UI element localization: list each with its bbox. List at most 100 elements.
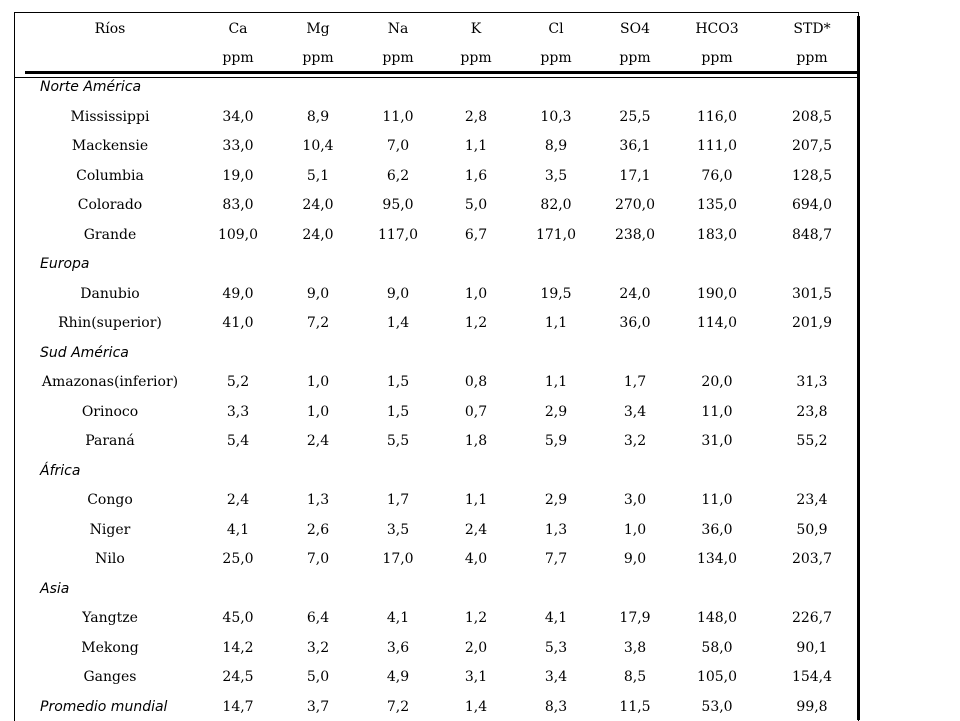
table-cell: 3,0 <box>623 492 647 508</box>
table-cell: 5,9 <box>544 433 568 449</box>
table-cell: 2,4 <box>226 492 250 508</box>
column-header: STD* <box>793 21 831 37</box>
column-header: Ríos <box>94 21 126 37</box>
table-cell: 24,5 <box>222 669 254 685</box>
table-cell: 2,0 <box>464 640 488 656</box>
table-cell: 25,0 <box>222 551 254 567</box>
table-cell: 1,8 <box>464 433 488 449</box>
table-cell: 1,1 <box>464 492 488 508</box>
table-cell: 36,1 <box>619 138 651 154</box>
table-cell: 5,0 <box>464 197 488 213</box>
table-cell: 4,9 <box>386 669 410 685</box>
river-name: Grande <box>83 227 137 243</box>
table-cell: 99,8 <box>796 699 828 715</box>
table-cell: 95,0 <box>382 197 414 213</box>
river-name: Mackensie <box>71 138 149 154</box>
table-cell: 1,4 <box>386 315 410 331</box>
river-name: Yangtze <box>82 610 138 626</box>
table-cell: 11,0 <box>701 404 733 420</box>
table-cell: 24,0 <box>619 286 651 302</box>
table-cell: 53,0 <box>701 699 733 715</box>
table-cell: 19,5 <box>540 286 572 302</box>
table-cell: 24,0 <box>302 227 334 243</box>
table-cell: 10,4 <box>302 138 334 154</box>
table-cell: 3,5 <box>544 168 568 184</box>
region-label: Europa <box>40 256 90 272</box>
table-cell: 201,9 <box>791 315 833 331</box>
river-name: Mekong <box>81 640 139 656</box>
table-cell: 226,7 <box>791 610 833 626</box>
river-name: Congo <box>87 492 133 508</box>
table-cell: 2,9 <box>544 404 568 420</box>
table-cell: 0,7 <box>464 404 488 420</box>
column-unit: ppm <box>222 50 254 66</box>
table-cell: 36,0 <box>701 522 733 538</box>
table-cell: 1,7 <box>623 374 647 390</box>
table-cell: 4,1 <box>544 610 568 626</box>
table-cell: 1,1 <box>464 138 488 154</box>
table-cell: 45,0 <box>222 610 254 626</box>
table-cell: 3,4 <box>623 404 647 420</box>
river-name: Amazonas(inferior) <box>41 374 179 390</box>
table-cell: 1,6 <box>464 168 488 184</box>
table-cell: 3,6 <box>386 640 410 656</box>
table-cell: 154,4 <box>791 669 833 685</box>
river-name: Paraná <box>85 433 135 449</box>
table-cell: 17,9 <box>619 610 651 626</box>
table-cell: 1,0 <box>464 286 488 302</box>
column-header: Na <box>387 21 409 37</box>
table-cell: 2,4 <box>464 522 488 538</box>
table-cell: 20,0 <box>701 374 733 390</box>
column-header: Ca <box>228 21 248 37</box>
river-name: Rhin(superior) <box>58 315 162 331</box>
table-cell: 2,4 <box>306 433 330 449</box>
column-unit: ppm <box>796 50 828 66</box>
table-cell: 1,1 <box>544 315 568 331</box>
table-cell: 171,0 <box>535 227 577 243</box>
table-cell: 5,1 <box>306 168 330 184</box>
table-cell: 3,7 <box>306 699 330 715</box>
table-shadow <box>857 16 860 720</box>
table-cell: 1,5 <box>386 404 410 420</box>
table-cell: 17,1 <box>619 168 651 184</box>
table-cell: 4,0 <box>464 551 488 567</box>
table-cell: 1,1 <box>544 374 568 390</box>
table-cell: 105,0 <box>696 669 738 685</box>
header-divider <box>14 77 858 78</box>
table-cell: 5,2 <box>226 374 250 390</box>
table-cell: 5,4 <box>226 433 250 449</box>
table-cell: 3,3 <box>226 404 250 420</box>
table-cell: 50,9 <box>796 522 828 538</box>
table-cell: 207,5 <box>791 138 833 154</box>
river-name: Niger <box>89 522 131 538</box>
table-cell: 41,0 <box>222 315 254 331</box>
table-cell: 148,0 <box>696 610 738 626</box>
table-cell: 116,0 <box>696 109 738 125</box>
table-cell: 34,0 <box>222 109 254 125</box>
column-unit: ppm <box>619 50 651 66</box>
column-unit: ppm <box>540 50 572 66</box>
table-cell: 3,2 <box>623 433 647 449</box>
table-cell: 270,0 <box>614 197 656 213</box>
region-label: Norte América <box>40 79 142 95</box>
summary-label: Promedio mundial <box>40 699 168 715</box>
column-unit: ppm <box>382 50 414 66</box>
river-name: Nilo <box>95 551 125 567</box>
column-header: Mg <box>306 21 330 37</box>
table-cell: 5,3 <box>544 640 568 656</box>
table-cell: 6,7 <box>464 227 488 243</box>
table-cell: 8,9 <box>544 138 568 154</box>
table-cell: 23,8 <box>796 404 828 420</box>
river-name: Ganges <box>83 669 137 685</box>
table-cell: 33,0 <box>222 138 254 154</box>
table-cell: 24,0 <box>302 197 334 213</box>
table-cell: 4,1 <box>386 610 410 626</box>
table-cell: 9,0 <box>623 551 647 567</box>
table-cell: 128,5 <box>791 168 833 184</box>
table-cell: 3,5 <box>386 522 410 538</box>
column-header: Cl <box>548 21 564 37</box>
table-cell: 8,9 <box>306 109 330 125</box>
table-cell: 11,0 <box>701 492 733 508</box>
table-cell: 9,0 <box>386 286 410 302</box>
table-cell: 6,4 <box>306 610 330 626</box>
